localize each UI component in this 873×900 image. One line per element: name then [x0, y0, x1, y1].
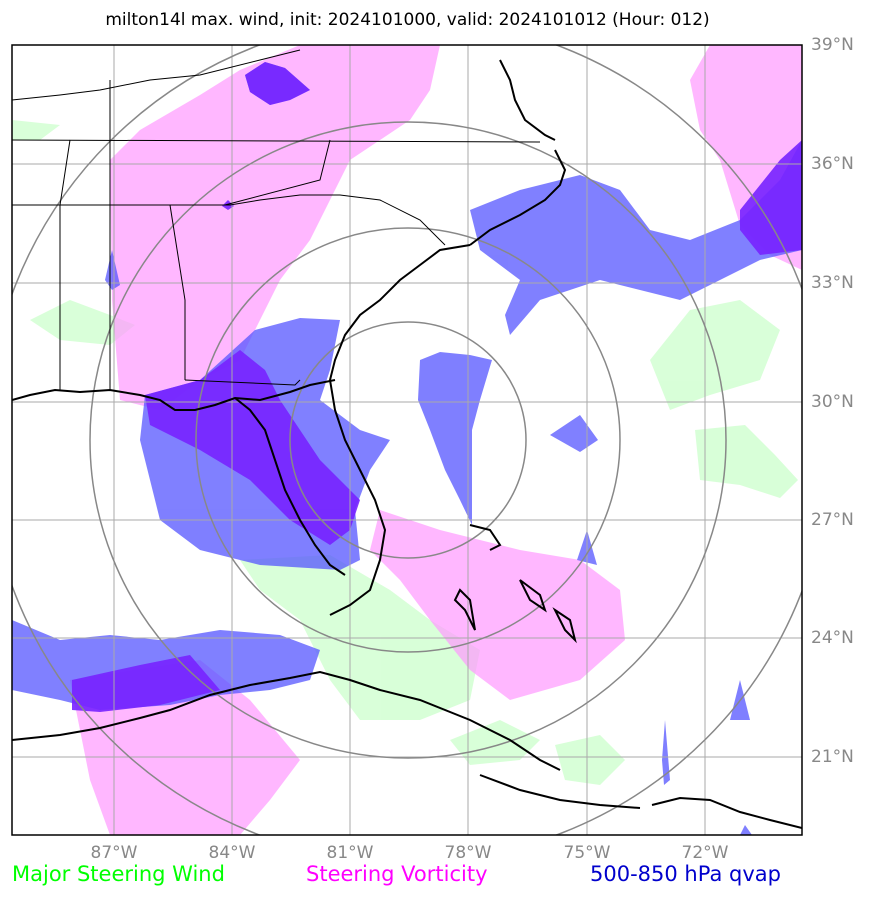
legend-steering-vorticity: Steering Vorticity	[306, 862, 488, 886]
map-title: milton14l max. wind, init: 2024101000, v…	[105, 10, 710, 30]
lat-label-30n: 30°N	[811, 392, 854, 412]
legend-qvap: 500-850 hPa qvap	[590, 862, 781, 886]
lat-label-36n: 36°N	[811, 154, 854, 174]
legend-steering-wind: Major Steering Wind	[12, 862, 225, 886]
lat-label-27n: 27°N	[811, 510, 854, 530]
lat-label-39n: 39°N	[811, 35, 854, 55]
lon-label-78w: 78°W	[444, 843, 492, 863]
lon-label-81w: 81°W	[326, 843, 374, 863]
lat-label-33n: 33°N	[811, 273, 854, 293]
range-rings	[12, 45, 802, 835]
coastlines	[12, 59, 802, 829]
lat-label-24n: 24°N	[811, 628, 854, 648]
lon-label-72w: 72°W	[681, 843, 729, 863]
overlap-areas	[72, 62, 802, 712]
state-borders	[12, 49, 541, 390]
lon-label-87w: 87°W	[90, 843, 138, 863]
lat-label-21n: 21°N	[811, 747, 854, 767]
lon-label-84w: 84°W	[208, 843, 256, 863]
plot-frame	[11, 44, 803, 836]
lon-label-75w: 75°W	[563, 843, 611, 863]
